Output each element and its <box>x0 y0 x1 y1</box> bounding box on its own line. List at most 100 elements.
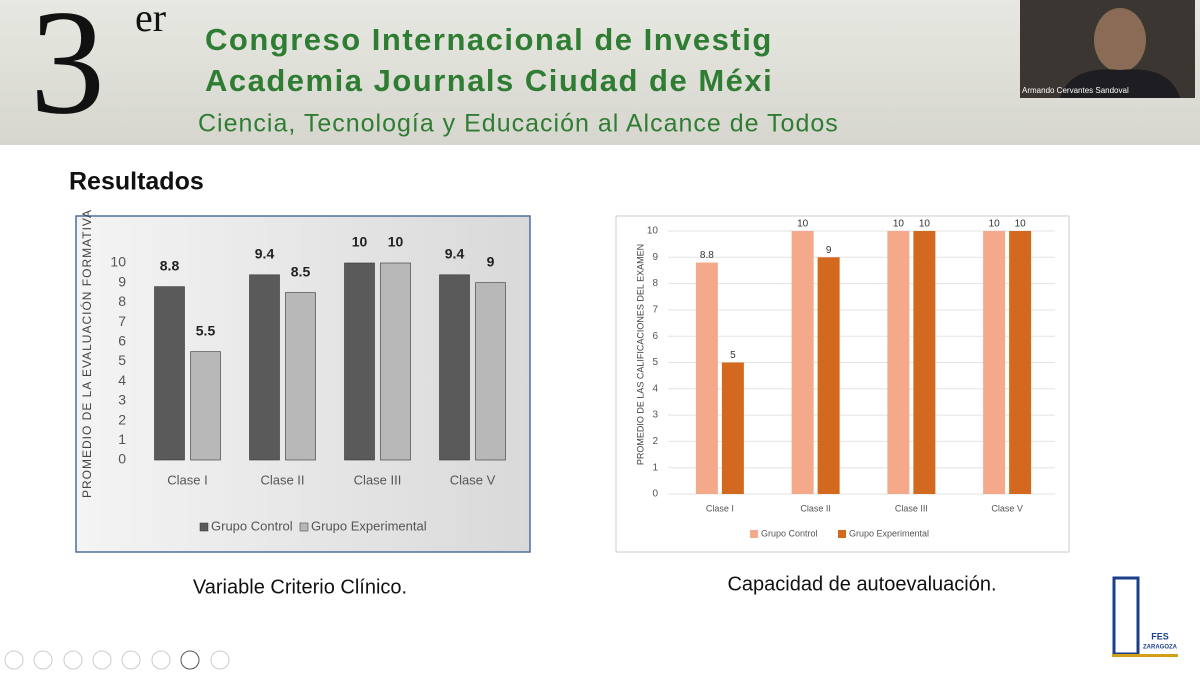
data-label: 9.4 <box>445 246 465 262</box>
y-tick-label: 10 <box>110 254 126 270</box>
y-tick-label: 2 <box>118 411 126 427</box>
x-tick-label: Clase III <box>354 472 402 487</box>
bar <box>887 231 910 494</box>
legend-swatch <box>838 530 846 538</box>
data-label: 10 <box>797 219 809 230</box>
toolbar-button[interactable] <box>180 650 200 670</box>
legend-label: Grupo Experimental <box>849 528 929 538</box>
bar <box>439 274 470 461</box>
bar <box>1009 231 1032 494</box>
participant-name: Armando Cervantes Sandoval <box>1022 86 1129 95</box>
data-label: 8.8 <box>700 250 714 261</box>
data-label: 9.4 <box>255 246 275 262</box>
y-tick-label: 3 <box>652 410 658 421</box>
y-tick-label: 5 <box>118 352 126 368</box>
y-tick-label: 8 <box>118 293 126 309</box>
toolbar-button[interactable] <box>33 650 53 670</box>
x-tick-label: Clase II <box>260 472 304 487</box>
bar <box>380 262 411 461</box>
participant-face <box>1094 8 1146 72</box>
caption: Variable Criterio Clínico. <box>193 576 407 598</box>
y-tick-label: 3 <box>118 392 126 408</box>
toolbar-button[interactable] <box>92 650 112 670</box>
banner-line: Congreso Internacional de Investig <box>205 22 773 57</box>
y-axis-label: PROMEDIO DE LA EVALUACIÓN FORMATIVA <box>79 209 94 498</box>
bar <box>475 282 506 461</box>
bar <box>249 274 280 461</box>
logo-text: FES <box>1151 631 1169 641</box>
banner-line: Academia Journals Ciudad de Méxi <box>205 63 773 98</box>
x-tick-label: Clase I <box>706 503 734 513</box>
y-tick-label: 10 <box>647 226 659 237</box>
legend-swatch <box>199 522 209 532</box>
x-tick-label: Clase V <box>991 503 1023 513</box>
data-label: 10 <box>388 234 404 250</box>
y-axis-label: PROMEDIO DE LAS CALIFICACIONES DEL EXAME… <box>635 244 645 465</box>
bar <box>695 262 718 494</box>
logo-text: ZARAGOZA <box>1143 645 1178 651</box>
toolbar-button[interactable] <box>121 650 141 670</box>
data-label: 8.8 <box>160 257 180 273</box>
data-label: 5.5 <box>196 322 216 338</box>
bar <box>791 231 814 494</box>
toolbar-button[interactable] <box>4 650 24 670</box>
bar <box>983 231 1006 494</box>
data-label: 9 <box>826 245 832 256</box>
data-label: 10 <box>893 219 905 230</box>
banner <box>0 0 1200 145</box>
participant-body <box>1060 69 1180 98</box>
y-tick-label: 0 <box>652 489 658 500</box>
x-tick-label: Clase III <box>895 503 928 513</box>
heading: Resultados <box>69 168 204 196</box>
legend-label: Grupo Control <box>211 518 293 533</box>
banner-line: Ciencia, Tecnología y Educación al Alcan… <box>198 110 839 138</box>
y-tick-label: 0 <box>118 451 126 467</box>
y-tick-label: 7 <box>118 313 126 329</box>
x-tick-label: Clase II <box>800 503 831 513</box>
bar <box>913 231 936 494</box>
legend-swatch <box>299 522 309 532</box>
caption: Capacidad de autoevaluación. <box>727 573 996 595</box>
toolbar-button[interactable] <box>63 650 83 670</box>
y-tick-label: 1 <box>118 431 126 447</box>
y-tick-label: 6 <box>652 331 658 342</box>
data-label: 10 <box>1015 219 1027 230</box>
y-tick-label: 4 <box>118 372 126 388</box>
legend-swatch <box>750 530 758 538</box>
data-label: 5 <box>730 350 736 361</box>
data-label: 9 <box>487 253 495 269</box>
x-tick-label: Clase V <box>450 472 496 487</box>
banner-number: 3 <box>30 0 105 145</box>
data-label: 10 <box>989 219 1001 230</box>
bar <box>154 286 185 461</box>
toolbar-button[interactable] <box>151 650 171 670</box>
bar <box>817 257 840 494</box>
toolbar-button[interactable] <box>210 650 230 670</box>
y-tick-label: 9 <box>652 252 658 263</box>
legend-label: Grupo Experimental <box>311 518 427 533</box>
legend-label: Grupo Control <box>761 528 818 538</box>
bar <box>190 351 221 461</box>
data-label: 10 <box>919 219 931 230</box>
bar <box>721 362 744 494</box>
data-label: 10 <box>352 234 368 250</box>
logo-mark <box>1112 576 1140 656</box>
logo: FES ZARAGOZA <box>1112 576 1178 657</box>
bar <box>285 292 316 461</box>
y-tick-label: 2 <box>652 436 658 447</box>
toolbar <box>4 650 230 670</box>
x-tick-label: Clase I <box>167 472 207 487</box>
y-tick-label: 9 <box>118 273 126 289</box>
logo-bar <box>1112 654 1178 657</box>
y-tick-label: 7 <box>652 305 658 316</box>
y-tick-label: 6 <box>118 333 126 349</box>
bar <box>344 262 375 461</box>
y-tick-label: 4 <box>652 383 658 394</box>
y-tick-label: 5 <box>652 357 658 368</box>
data-label: 8.5 <box>291 263 311 279</box>
y-tick-label: 1 <box>652 462 658 473</box>
banner-superscript: er <box>135 0 166 40</box>
y-tick-label: 8 <box>652 278 658 289</box>
